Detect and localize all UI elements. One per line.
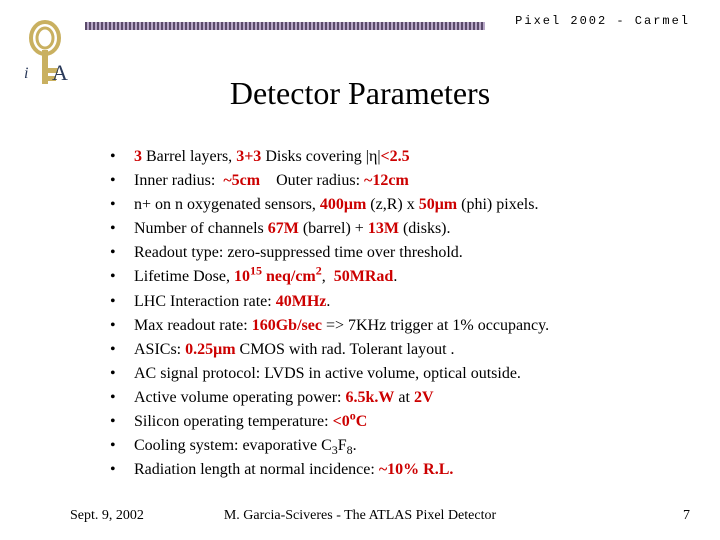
list-item: AC signal protocol: LVDS in active volum…: [110, 363, 690, 385]
list-item: Active volume operating power: 6.5k.W at…: [110, 387, 690, 409]
page-title: Detector Parameters: [0, 75, 720, 112]
header-text: Pixel 2002 - Carmel: [515, 14, 690, 28]
list-item: n+ on n oxygenated sensors, 400μm (z,R) …: [110, 194, 690, 216]
list-item: Readout type: zero-suppressed time over …: [110, 242, 690, 264]
list-item: Radiation length at normal incidence: ~1…: [110, 459, 690, 481]
footer-author: M. Garcia-Sciveres - The ATLAS Pixel Det…: [0, 508, 720, 524]
header-decor-bar: [85, 22, 485, 30]
list-item: LHC Interaction rate: 40MHz.: [110, 291, 690, 313]
list-item: Lifetime Dose, 1015 neq/cm2, 50MRad.: [110, 266, 690, 288]
list-item: Inner radius: ~5cm Outer radius: ~12cm: [110, 170, 690, 192]
list-item: Cooling system: evaporative C3F8.: [110, 435, 690, 457]
list-item: 3 Barrel layers, 3+3 Disks covering |η|<…: [110, 146, 690, 168]
bullet-list: 3 Barrel layers, 3+3 Disks covering |η|<…: [70, 146, 690, 483]
list-item: Silicon operating temperature: <0oC: [110, 411, 690, 433]
footer-page-number: 7: [683, 508, 690, 524]
list-item: Max readout rate: 160Gb/sec => 7KHz trig…: [110, 315, 690, 337]
list-item: ASICs: 0.25μm CMOS with rad. Tolerant la…: [110, 339, 690, 361]
list-item: Number of channels 67M (barrel) + 13M (d…: [110, 218, 690, 240]
